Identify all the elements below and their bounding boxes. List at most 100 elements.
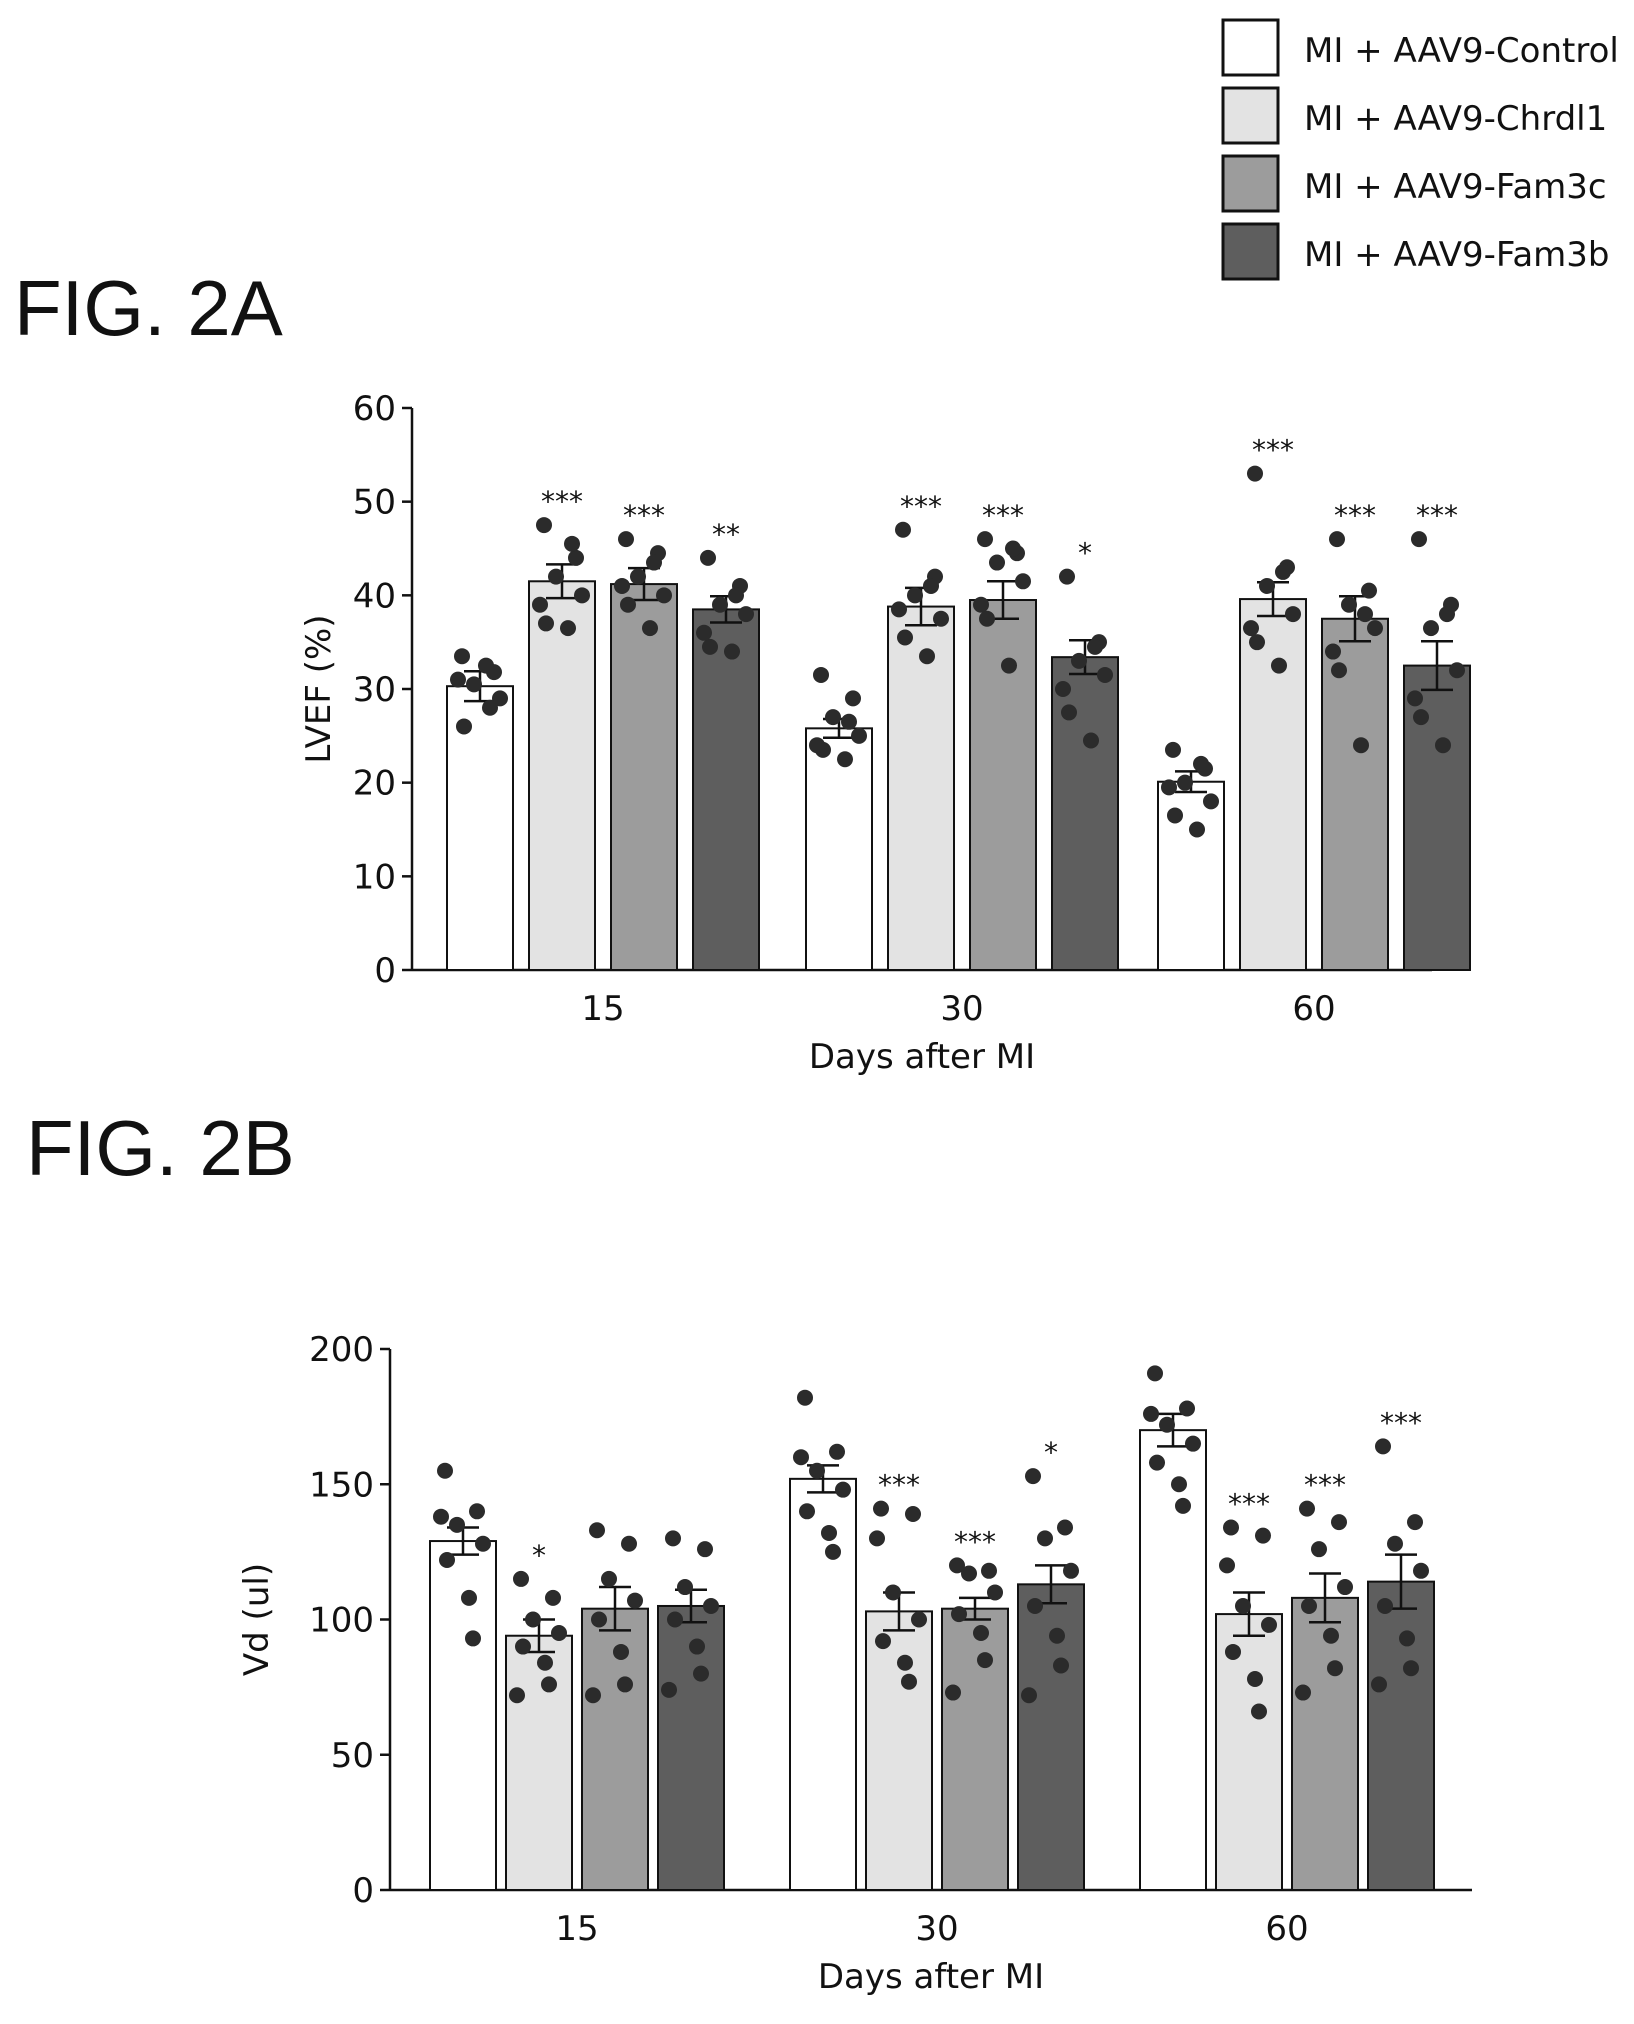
lvef-data-point xyxy=(897,629,913,646)
vd-bar xyxy=(1139,1429,1207,1892)
lvef-significance: *** xyxy=(1416,499,1458,532)
lvef-bar xyxy=(1157,780,1225,971)
vd-data-point xyxy=(797,1389,813,1406)
legend-item-fam3b: MI + AAV9-Fam3b xyxy=(1221,222,1610,281)
lvef-significance: *** xyxy=(1334,499,1376,532)
vd-data-point xyxy=(437,1462,453,1479)
vd-data-point xyxy=(1247,1671,1263,1688)
vd-significance: *** xyxy=(1380,1406,1422,1439)
lvef-data-point xyxy=(895,521,911,538)
vd-data-point xyxy=(1063,1562,1079,1579)
lvef-data-point xyxy=(1167,807,1183,824)
lvef-data-point xyxy=(1439,606,1455,623)
vd-data-point xyxy=(897,1654,913,1671)
lvef-data-point xyxy=(1097,666,1113,683)
lvef-data-point xyxy=(1247,465,1263,482)
lvef-data-point xyxy=(1059,568,1075,585)
vd-significance: * xyxy=(532,1539,546,1572)
vd-data-point xyxy=(829,1443,845,1460)
lvef-data-point xyxy=(933,610,949,627)
vd-data-point xyxy=(1331,1514,1347,1531)
legend-swatch-control xyxy=(1221,18,1280,77)
vd-data-point xyxy=(1261,1616,1277,1633)
lvef-data-point xyxy=(1087,638,1103,655)
vd-data-point xyxy=(693,1665,709,1682)
lvef-y-tick-label: 10 xyxy=(353,857,396,897)
lvef-data-point xyxy=(919,648,935,665)
vd-y-tick-label: 200 xyxy=(309,1330,374,1370)
vd-data-point xyxy=(1255,1527,1271,1544)
lvef-data-point xyxy=(568,549,584,566)
lvef-significance: *** xyxy=(623,499,665,532)
lvef-y-tick-label: 0 xyxy=(374,951,396,991)
panel-label-2a: FIG. 2A xyxy=(14,264,283,352)
lvef-data-point xyxy=(1423,620,1439,637)
panel-label-2b: FIG. 2B xyxy=(26,1104,295,1192)
lvef-data-point xyxy=(618,531,634,548)
lvef-data-point xyxy=(907,587,923,604)
lvef-data-point xyxy=(973,596,989,613)
lvef-y-tick-label: 50 xyxy=(353,483,396,523)
vd-data-point xyxy=(825,1543,841,1560)
legend-label-fam3c: MI + AAV9-Fam3c xyxy=(1304,167,1607,207)
vd-data-point xyxy=(475,1535,491,1552)
lvef-data-point xyxy=(700,549,716,566)
vd-data-point xyxy=(591,1611,607,1628)
vd-y-tick-label: 100 xyxy=(309,1601,374,1641)
legend: MI + AAV9-Control MI + AAV9-Chrdl1 MI + … xyxy=(1221,18,1619,281)
lvef-data-point xyxy=(1249,634,1265,651)
vd-significance: *** xyxy=(1304,1469,1346,1502)
lvef-significance: * xyxy=(1078,537,1092,570)
lvef-data-point xyxy=(1271,657,1287,674)
lvef-bar xyxy=(1403,664,1471,971)
lvef-x-tick-label: 30 xyxy=(940,989,983,1029)
vd-data-point xyxy=(1371,1676,1387,1693)
vd-data-point xyxy=(961,1565,977,1582)
vd-data-point xyxy=(545,1589,561,1606)
lvef-data-point xyxy=(456,718,472,735)
vd-bar xyxy=(865,1610,933,1891)
lvef-data-point xyxy=(738,606,754,623)
lvef-data-point xyxy=(1189,821,1205,838)
vd-data-point xyxy=(1251,1703,1267,1720)
vd-data-point xyxy=(973,1625,989,1642)
vd-data-point xyxy=(667,1611,683,1628)
lvef-significance: *** xyxy=(982,499,1024,532)
lvef-data-point xyxy=(1259,577,1275,594)
lvef-data-point xyxy=(923,577,939,594)
lvef-data-point xyxy=(1449,662,1465,679)
lvef-data-point xyxy=(1193,755,1209,772)
lvef-data-point xyxy=(620,596,636,613)
lvef-data-point xyxy=(1177,774,1193,791)
lvef-data-point xyxy=(1015,573,1031,590)
vd-data-point xyxy=(1311,1541,1327,1558)
vd-data-point xyxy=(513,1570,529,1587)
lvef-y-tick-label: 60 xyxy=(353,389,396,429)
lvef-data-point xyxy=(1325,643,1341,660)
vd-data-point xyxy=(869,1530,885,1547)
vd-data-point xyxy=(621,1535,637,1552)
lvef-data-point xyxy=(548,568,564,585)
lvef-data-point xyxy=(574,587,590,604)
lvef-data-point xyxy=(813,666,829,683)
vd-data-point xyxy=(1149,1454,1165,1471)
lvef-data-point xyxy=(825,709,841,726)
lvef-significance: *** xyxy=(541,485,583,518)
lvef-data-point xyxy=(646,554,662,571)
vd-data-point xyxy=(1025,1468,1041,1485)
vd-data-point xyxy=(885,1584,901,1601)
vd-bar xyxy=(941,1607,1009,1892)
lvef-data-point xyxy=(712,596,728,613)
lvef-bar xyxy=(528,580,596,971)
lvef-data-point xyxy=(1061,704,1077,721)
vd-data-point xyxy=(949,1557,965,1574)
vd-data-point xyxy=(677,1579,693,1596)
legend-item-chrdl1: MI + AAV9-Chrdl1 xyxy=(1221,86,1607,145)
vd-data-point xyxy=(1301,1597,1317,1614)
lvef-y-tick-label: 30 xyxy=(353,670,396,710)
vd-data-point xyxy=(1399,1630,1415,1647)
vd-data-point xyxy=(905,1506,921,1523)
vd-data-point xyxy=(697,1541,713,1558)
